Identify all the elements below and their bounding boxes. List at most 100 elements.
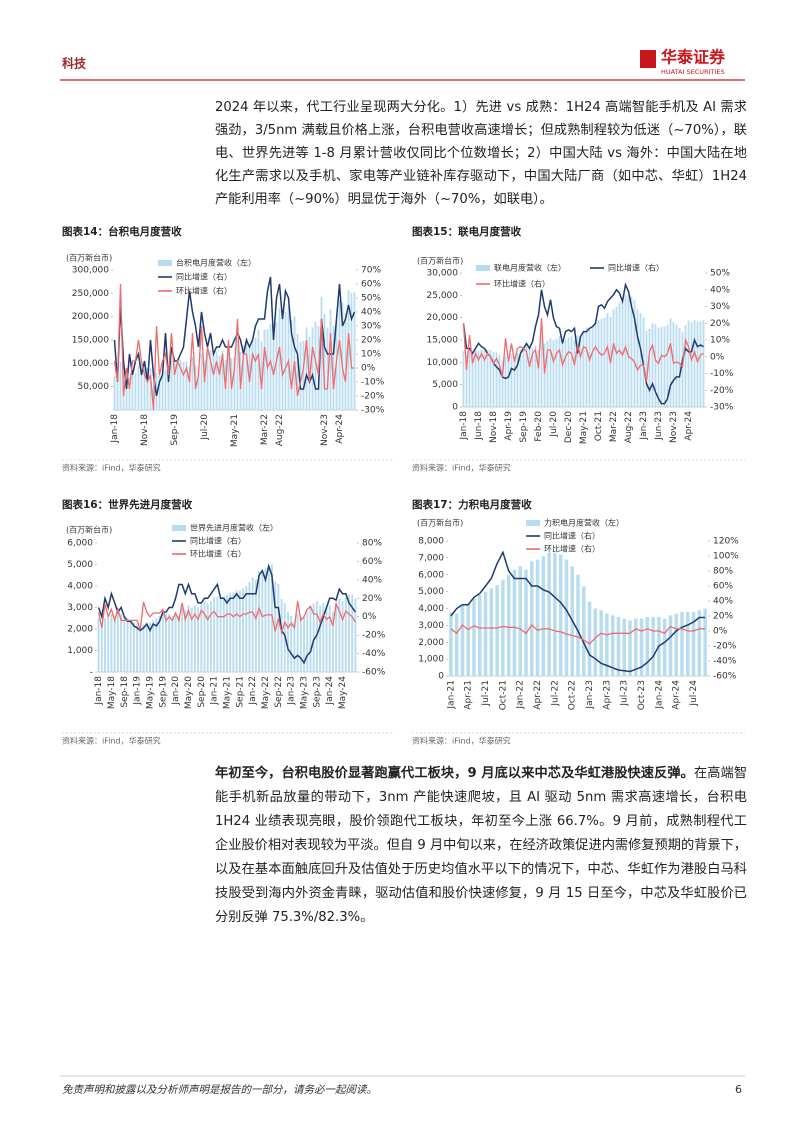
bar: [540, 336, 543, 407]
x-tick-label: Jan-24: [654, 680, 664, 710]
bar: [519, 349, 522, 407]
bar: [264, 568, 267, 672]
bar: [553, 552, 557, 676]
x-tick-label: Sep-19: [170, 414, 180, 446]
bar: [630, 296, 633, 407]
bar: [280, 598, 283, 672]
bar: [131, 375, 134, 410]
bar: [142, 624, 145, 672]
x-tick-label: Nov-23: [669, 411, 679, 443]
bar: [113, 375, 116, 410]
bar: [549, 338, 552, 407]
y-tick-label: -30%: [361, 406, 385, 416]
bar: [678, 327, 681, 407]
bar: [599, 610, 603, 676]
bar: [197, 366, 200, 410]
bar: [466, 603, 470, 676]
x-tick-label: Nov-23: [320, 414, 330, 446]
y-tick-label: 30%: [361, 322, 381, 332]
legend-label: 世界先进月度营收（左）: [190, 523, 278, 533]
bar: [302, 340, 305, 410]
bar: [200, 353, 203, 410]
bar: [181, 607, 184, 672]
source: 资料来源：iFind，华泰研究: [62, 736, 161, 746]
paragraph-body: 在高端智能手机新品放量的带动下，3nm 产能快速爬坡，且 AI 驱动 5nm 需…: [215, 766, 748, 925]
bar: [350, 292, 353, 410]
bar: [245, 338, 248, 410]
x-tick-label: Jan-22: [248, 676, 258, 706]
bar: [158, 616, 161, 672]
bar: [674, 613, 678, 676]
legend-label: 环比增速（右）: [190, 549, 246, 559]
chart-title: 图表14：台积电月度营收: [62, 225, 182, 238]
bar: [188, 366, 191, 410]
bar: [335, 603, 338, 672]
bar: [636, 308, 639, 407]
bar: [278, 308, 281, 410]
bar: [299, 616, 302, 672]
bar: [506, 574, 511, 676]
bar: [663, 326, 666, 407]
bar: [312, 603, 315, 672]
x-tick-label: Jan-21: [446, 680, 456, 710]
x-tick-label: Jul-21: [481, 680, 491, 707]
x-tick-label: May-19: [145, 676, 155, 709]
bar: [206, 603, 209, 672]
bar: [593, 608, 598, 676]
bar: [672, 322, 675, 407]
bar: [489, 349, 492, 407]
x-tick-label: May-18: [107, 676, 117, 709]
bar: [129, 620, 132, 672]
bar: [662, 618, 667, 676]
bar: [558, 554, 563, 676]
bar: [564, 340, 567, 407]
disclaimer: 免责声明和披露以及分析师声明是报告的一部分，请务必一起阅读。: [62, 1084, 377, 1096]
bar: [126, 618, 129, 672]
y-tick-label: -20%: [362, 631, 386, 641]
bar: [242, 345, 245, 410]
x-tick-label: Sep-22: [274, 676, 284, 708]
bar: [507, 357, 510, 407]
bar: [588, 328, 591, 407]
bar: [191, 356, 194, 410]
chart-title: 图表15：联电月度营收: [412, 225, 522, 238]
brand-en: HUATAI SECURITIES: [661, 68, 725, 76]
bar: [251, 577, 254, 672]
bar: [236, 340, 239, 410]
x-tick-label: Jan-22: [516, 680, 526, 710]
y-tick-label: 6,000: [67, 539, 93, 549]
logo-icon: [640, 50, 656, 68]
bar: [203, 601, 206, 672]
bar: [600, 319, 603, 407]
bar: [465, 355, 468, 407]
bar: [691, 611, 696, 676]
y-tick-label: 4,000: [67, 582, 93, 592]
x-tick-label: May-22: [261, 676, 271, 709]
bar: [530, 561, 534, 676]
y-tick-label: 20%: [362, 594, 382, 604]
legend-label: 同比增速（右）: [608, 263, 664, 273]
y-tick-label: -40%: [713, 657, 737, 667]
y-tick-label: -10%: [710, 369, 734, 379]
paragraph-lead: 年初至今，台积电股价显著跑赢代工板块，9 月底以来中芯及华虹港股快速反弹。: [215, 766, 694, 781]
x-tick-label: Aug-22: [624, 411, 634, 443]
x-tick-label: May-21: [230, 414, 240, 447]
bar: [212, 354, 215, 410]
bar: [203, 360, 206, 410]
y-tick-label: 3,000: [418, 621, 444, 631]
legend-label: 环比增速（右）: [544, 544, 600, 554]
line: [97, 600, 356, 635]
bar: [263, 329, 266, 410]
bar: [140, 362, 143, 410]
bar: [528, 348, 531, 407]
x-tick-label: Nov-18: [140, 414, 150, 446]
bar: [149, 368, 152, 410]
bar: [219, 596, 222, 672]
bar: [552, 340, 555, 407]
bar: [132, 622, 135, 672]
x-tick-label: Oct-22: [568, 680, 578, 710]
chart-title: 图表17：力积电月度营收: [412, 498, 532, 511]
bar: [167, 370, 170, 410]
x-tick-label: May-20: [184, 676, 194, 709]
bar: [215, 352, 218, 410]
